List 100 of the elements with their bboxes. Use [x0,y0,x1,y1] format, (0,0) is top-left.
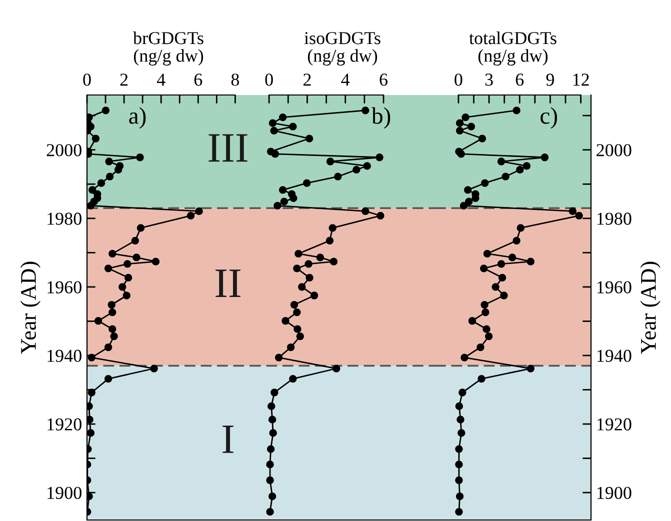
point [516,224,524,232]
point [294,250,302,258]
y-tick-label: 1920 [597,418,632,430]
point [105,158,113,166]
point [326,236,334,244]
annotation: a) [129,107,146,129]
band-label: III [208,134,248,162]
point [118,283,126,291]
point [124,260,132,268]
point [330,258,338,266]
x-tick-label: 4 [156,74,166,86]
point [303,179,311,187]
point [455,402,463,410]
point [480,264,488,272]
y-tick-label: 2000 [46,144,82,156]
point [502,172,510,180]
point [266,445,275,453]
point [362,207,370,216]
x-tick-label: 0 [265,74,273,86]
point [108,300,116,309]
point [457,150,465,158]
x-tick-label: 3 [485,74,493,86]
point [266,460,274,468]
point [328,224,336,232]
point [104,264,112,272]
y-axis-title: Year (AD) [640,262,660,354]
band-label: I [222,426,234,453]
point [500,292,508,300]
point [376,212,384,220]
point [352,166,360,174]
point [476,343,484,352]
y-tick-label: 1940 [48,350,82,362]
point [497,260,506,268]
point [498,274,506,282]
point [458,429,466,437]
point [136,154,144,162]
point [293,308,301,316]
point [455,460,463,468]
x-tick-label: 4 [341,74,350,86]
point [266,476,274,484]
point [104,374,112,383]
point [455,508,463,516]
point [460,202,468,210]
point [508,254,516,262]
point [456,492,464,500]
point [104,343,112,352]
point [332,364,340,372]
point [290,300,298,309]
point [268,402,276,410]
y-tick-label: 1920 [48,418,82,430]
band-label: II [216,270,240,297]
point [136,224,145,232]
point [131,236,139,244]
point [122,292,130,300]
point [271,150,279,158]
point [108,308,116,316]
chart-title: brGDGTs (ng/g dw) [133,32,204,66]
point [87,429,95,437]
x-tick-label: 6 [516,74,524,86]
point [568,207,576,216]
point [102,106,110,114]
point [114,166,122,174]
point [132,254,140,262]
point [334,172,342,180]
point [294,325,302,333]
point [108,325,116,333]
point [278,113,287,122]
point [87,202,95,210]
point [526,364,534,372]
chart-title: isoGDGTs (ng/g dw) [304,32,380,66]
point [306,274,314,282]
point [150,364,158,372]
point [274,202,282,210]
point [110,332,118,340]
point [310,292,318,300]
point [516,166,524,174]
point [124,274,132,282]
point [458,388,466,396]
x-tick-label: 2 [303,74,311,86]
point [269,429,277,437]
point [282,317,290,325]
point [482,325,490,333]
point [152,258,160,266]
annotation: b) [372,107,390,129]
point [478,134,486,142]
point [376,154,384,162]
point [512,236,520,244]
point [575,212,583,220]
y-tick-label: 1940 [597,350,632,362]
point [326,158,334,166]
point [512,106,520,114]
point [278,186,287,194]
point [290,194,298,202]
point [268,416,276,424]
point [296,332,304,340]
point [94,317,102,325]
point [88,186,96,194]
point [482,308,490,316]
point [266,508,274,516]
point [316,254,324,262]
